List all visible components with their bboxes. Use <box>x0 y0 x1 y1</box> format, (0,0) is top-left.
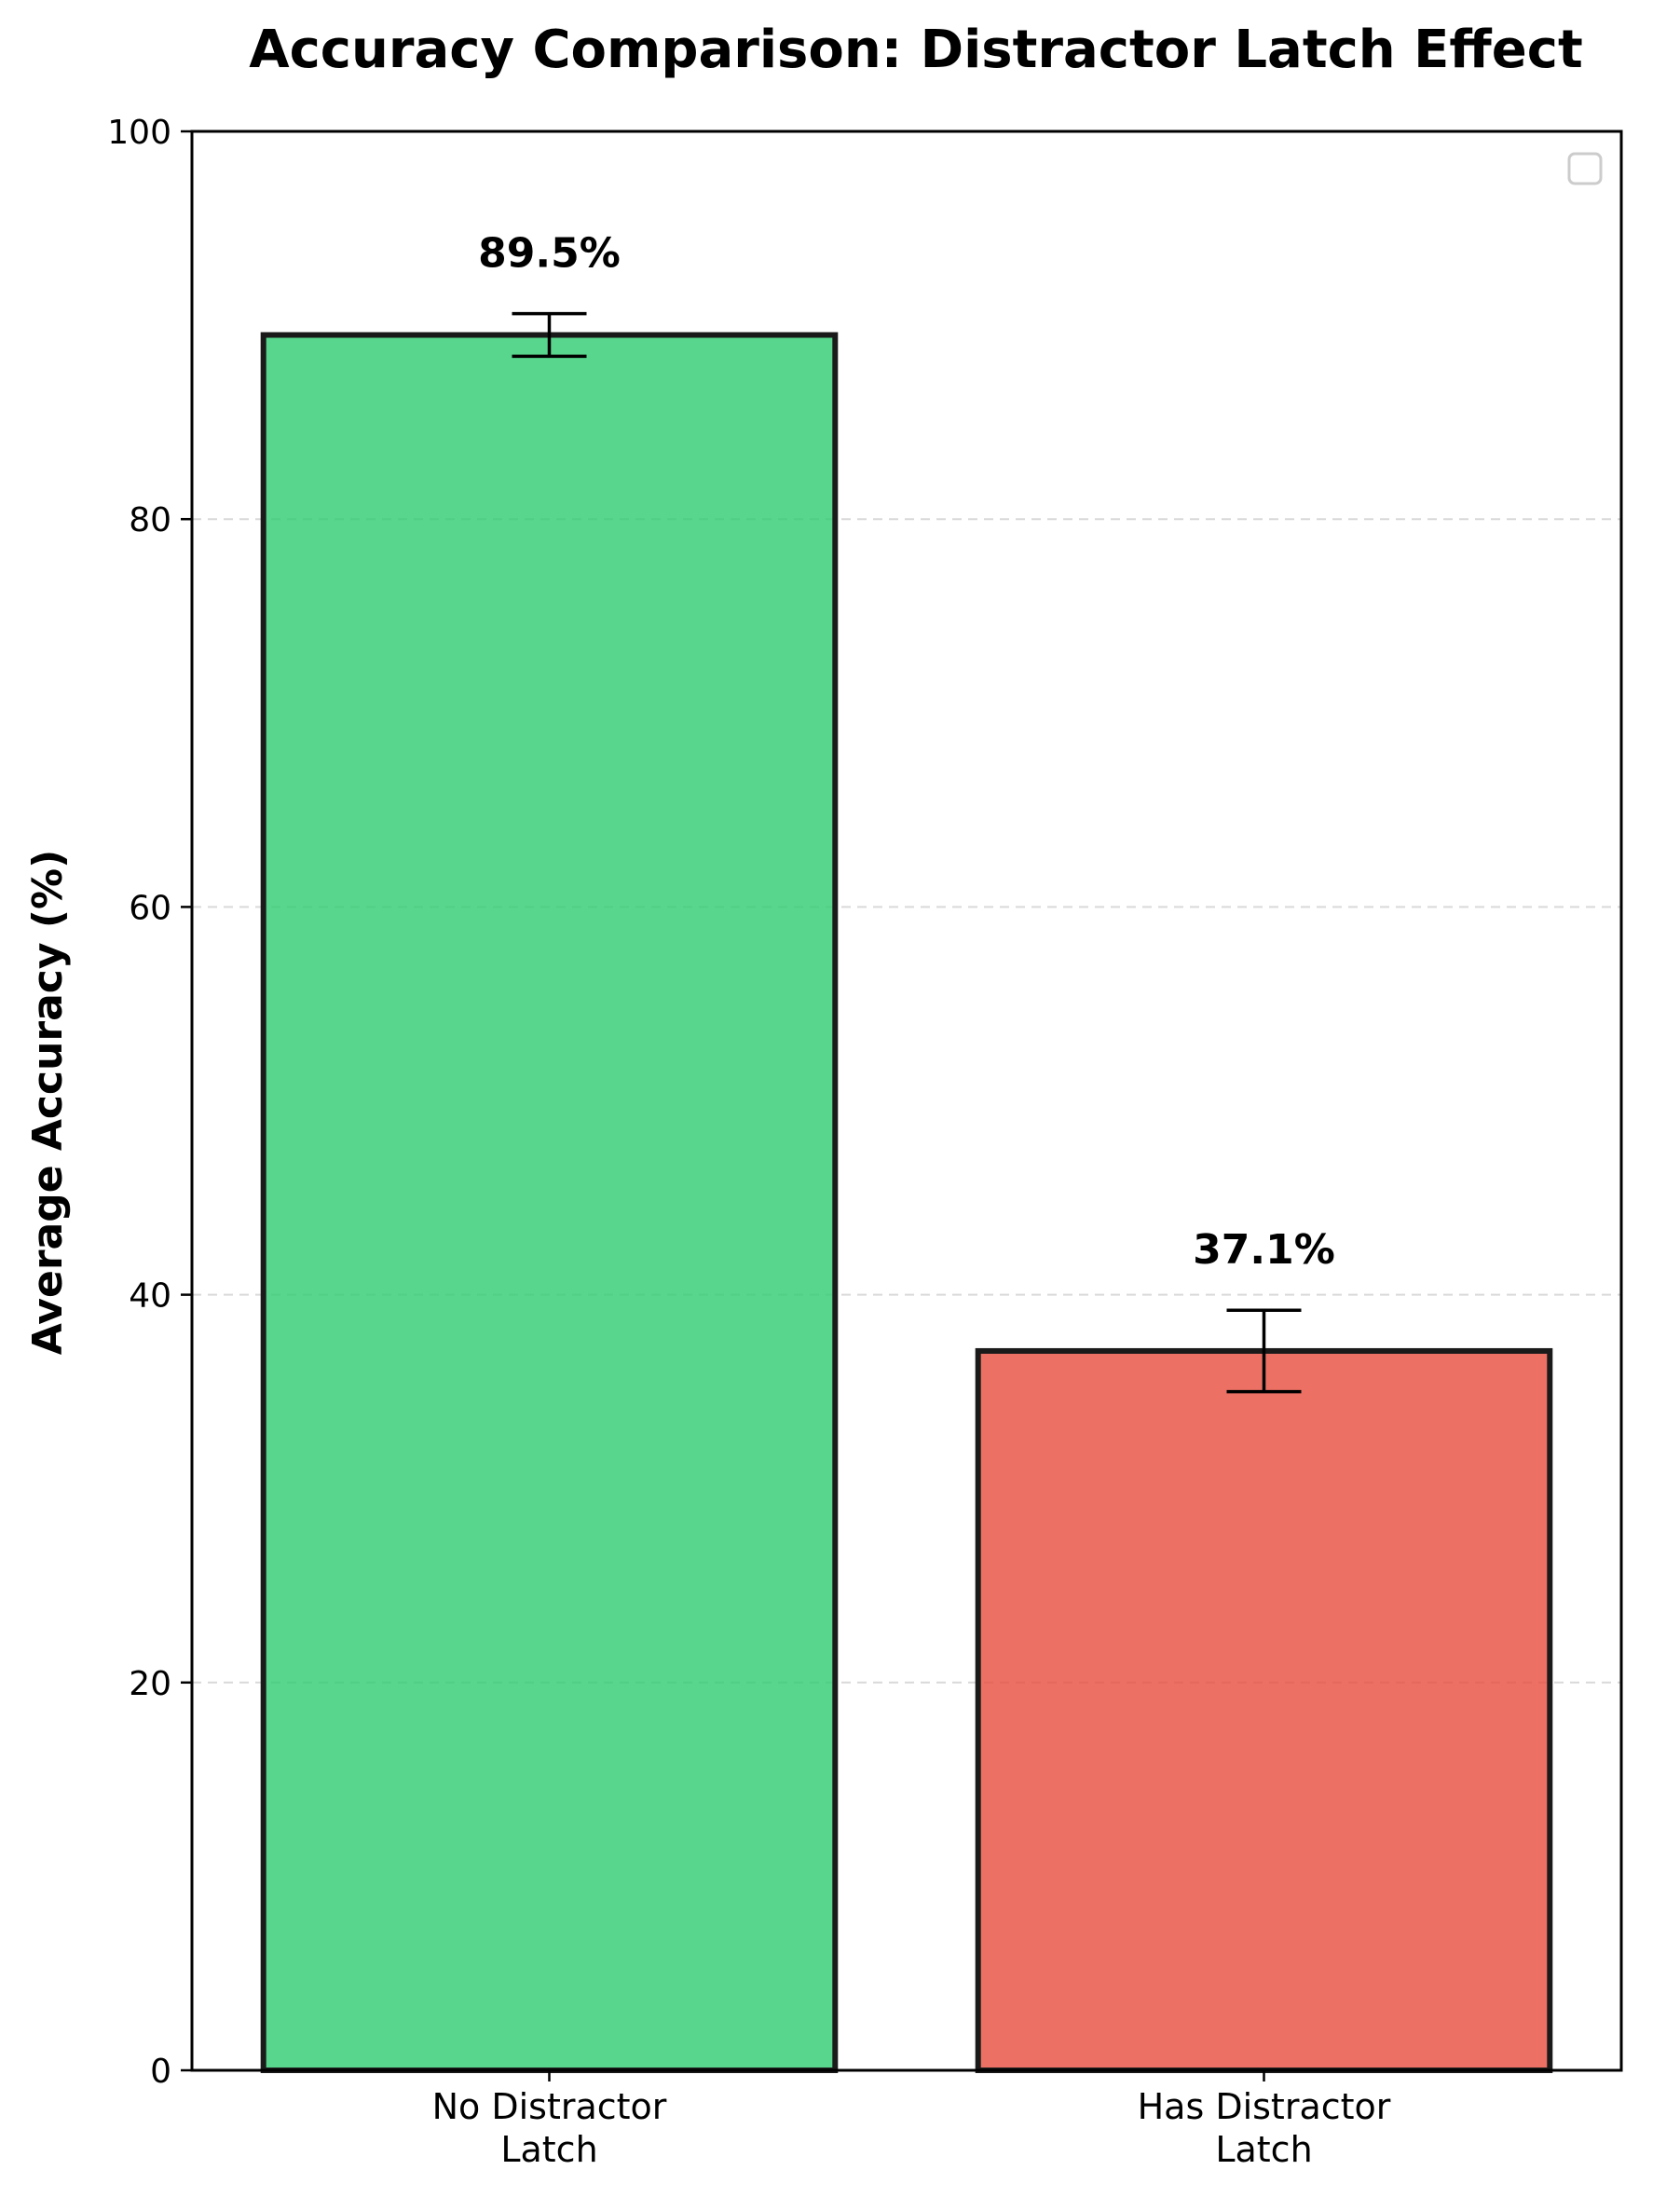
y-axis-label: Average Accuracy (%) <box>24 850 72 1355</box>
data-labels: 89.5% 37.1% <box>478 230 1335 1275</box>
x-tick-label: Has Distractor <box>1138 2086 1391 2127</box>
x-tick-label: Latch <box>1215 2129 1312 2170</box>
chart-title: Accuracy Comparison: Distractor Latch Ef… <box>249 20 1582 80</box>
y-tick-label: 20 <box>129 1665 171 1703</box>
y-tick-label: 80 <box>129 501 171 539</box>
data-label: 89.5% <box>478 230 621 278</box>
error-bar <box>1226 1308 1302 1394</box>
x-tick-label: No Distractor <box>432 2086 667 2127</box>
data-label: 37.1% <box>1193 1226 1335 1274</box>
legend-box <box>1567 152 1603 185</box>
bars <box>260 311 1553 2073</box>
y-tick-label: 40 <box>129 1277 171 1316</box>
bar <box>975 1347 1553 2073</box>
y-tick-label: 0 <box>150 2053 171 2091</box>
plot-frame <box>190 130 1623 2072</box>
bar <box>260 332 839 2073</box>
x-tick-label: Latch <box>500 2129 597 2170</box>
y-tick-label: 60 <box>129 889 171 927</box>
y-tick-label: 100 <box>107 114 171 152</box>
error-bar <box>512 311 587 359</box>
